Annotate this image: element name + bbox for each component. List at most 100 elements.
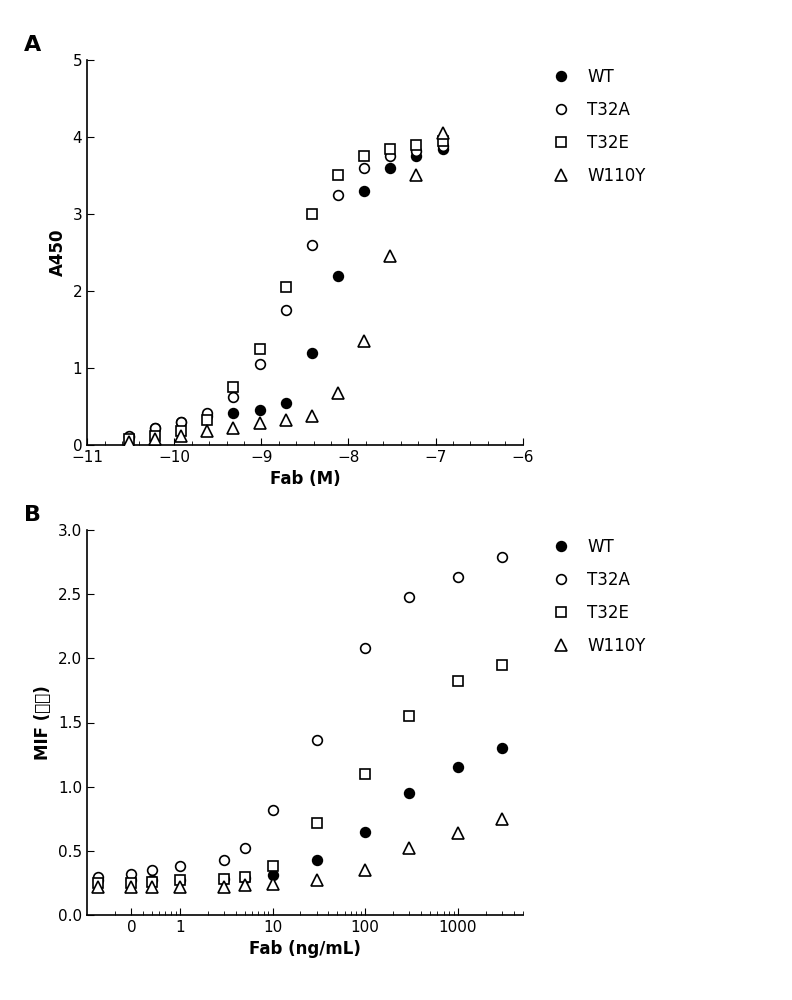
T32E <box>386 143 395 155</box>
W110Y <box>497 813 507 825</box>
T32E <box>333 169 343 181</box>
T32E <box>360 150 369 162</box>
T32A <box>203 407 212 419</box>
WT <box>497 742 507 754</box>
T32E <box>312 817 322 829</box>
W110Y <box>360 864 370 876</box>
W110Y <box>150 433 160 445</box>
T32E <box>307 208 317 220</box>
W110Y <box>412 169 421 181</box>
W110Y <box>255 417 265 429</box>
W110Y <box>333 387 343 399</box>
T32E <box>268 860 277 872</box>
T32A <box>453 571 463 583</box>
Text: B: B <box>24 505 40 525</box>
WT <box>386 162 395 174</box>
Y-axis label: MIF (中値): MIF (中値) <box>35 685 52 760</box>
T32A <box>497 551 507 563</box>
T32A <box>405 591 414 603</box>
T32A <box>307 239 317 251</box>
WT <box>412 150 421 162</box>
T32A <box>333 189 343 201</box>
Line: T32E: T32E <box>124 136 447 444</box>
WT <box>255 404 265 416</box>
W110Y <box>240 879 249 891</box>
WT <box>147 874 157 886</box>
WT <box>127 874 136 886</box>
WT <box>268 869 277 881</box>
W110Y <box>453 827 463 839</box>
Line: T32A: T32A <box>127 552 507 879</box>
T32A <box>268 804 277 816</box>
W110Y <box>124 436 134 448</box>
T32A <box>386 150 395 162</box>
T32A <box>219 854 229 866</box>
Legend: WT, T32A, T32E, W110Y: WT, T32A, T32E, W110Y <box>544 538 645 655</box>
W110Y <box>268 878 277 890</box>
T32E <box>281 281 291 293</box>
WT <box>150 422 160 434</box>
T32E <box>360 768 370 780</box>
T32E <box>147 876 157 888</box>
Line: W110Y: W110Y <box>126 813 508 892</box>
WT <box>203 410 212 422</box>
WT <box>405 787 414 799</box>
T32A <box>360 162 369 174</box>
W110Y <box>386 250 395 262</box>
T32E <box>405 710 414 722</box>
T32A <box>177 416 186 428</box>
W110Y <box>360 335 369 347</box>
WT <box>438 143 447 155</box>
WT <box>312 854 322 866</box>
T32A <box>150 422 160 434</box>
T32E <box>412 139 421 151</box>
T32A <box>312 734 322 746</box>
W110Y <box>147 881 157 893</box>
Line: T32E: T32E <box>127 660 507 888</box>
T32E <box>438 135 447 147</box>
T32E <box>175 874 185 886</box>
Line: T32A: T32A <box>124 141 447 441</box>
T32E <box>127 877 136 889</box>
T32A <box>412 145 421 157</box>
WT <box>240 872 249 884</box>
T32A <box>255 358 265 370</box>
X-axis label: Fab (M): Fab (M) <box>269 470 341 488</box>
T32E <box>255 343 265 355</box>
Legend: WT, T32A, T32E, W110Y: WT, T32A, T32E, W110Y <box>544 68 645 185</box>
WT <box>124 431 134 443</box>
T32A <box>360 642 370 654</box>
WT <box>360 185 369 197</box>
T32E <box>124 433 134 445</box>
T32A <box>127 868 136 880</box>
W110Y <box>281 414 291 426</box>
Line: W110Y: W110Y <box>124 128 448 447</box>
T32A <box>124 430 134 442</box>
W110Y <box>405 842 414 854</box>
T32E <box>177 425 186 437</box>
Text: A: A <box>24 35 41 55</box>
T32A <box>229 391 238 403</box>
W110Y <box>127 881 136 893</box>
X-axis label: Fab (ng/mL): Fab (ng/mL) <box>249 940 361 958</box>
T32E <box>229 381 238 393</box>
WT <box>333 270 343 282</box>
T32E <box>453 675 463 687</box>
WT <box>453 761 463 773</box>
W110Y <box>175 881 185 893</box>
T32A <box>240 842 249 854</box>
Line: WT: WT <box>127 743 507 885</box>
WT <box>281 397 291 409</box>
Y-axis label: A450: A450 <box>49 229 67 276</box>
Line: WT: WT <box>124 144 447 442</box>
WT <box>307 347 317 359</box>
W110Y <box>312 874 322 886</box>
T32E <box>240 870 249 883</box>
W110Y <box>177 430 186 442</box>
W110Y <box>219 881 229 893</box>
WT <box>219 873 229 885</box>
WT <box>175 874 185 886</box>
WT <box>229 407 238 419</box>
T32E <box>203 414 212 426</box>
T32A <box>281 304 291 316</box>
